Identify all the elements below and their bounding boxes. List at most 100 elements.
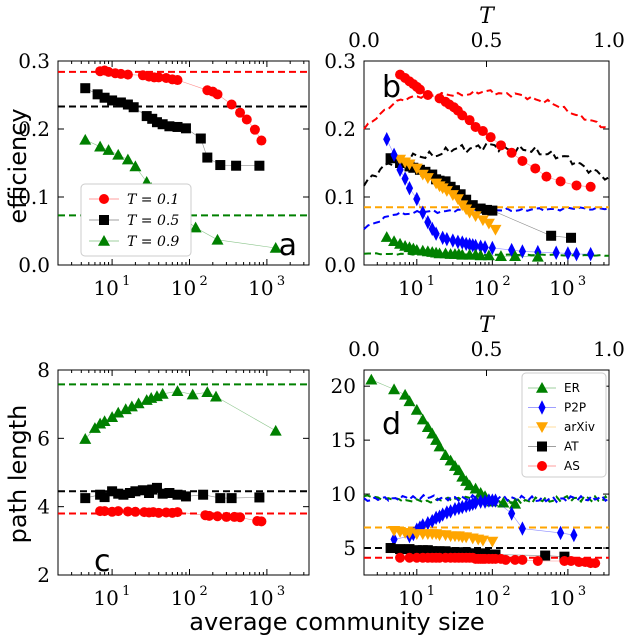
panel-b-point-P2P [432, 226, 440, 241]
panel-b-point-AS [530, 163, 541, 174]
panel-c-point-ER [112, 406, 125, 418]
panel-b-point-P2P [477, 239, 485, 254]
panel-d-point-P2P [518, 521, 527, 536]
panel-a-point-T05 [215, 160, 226, 171]
panel-c-point-AS [113, 506, 124, 517]
panel-c-tag: c [94, 544, 111, 579]
panel-c-xtick-exponent: 1 [122, 584, 130, 599]
panel-a-xtick-exponent: 2 [199, 274, 207, 289]
panel-b-point-ER [474, 249, 487, 261]
panel-c-xtick-label: 10 [248, 586, 273, 610]
panel-b-ytick-label: 0.0 [324, 253, 356, 277]
panel-b-point-arXiv [476, 215, 489, 227]
panel-d-point-P2P [390, 532, 398, 547]
panel-b-ytick-label: 0.3 [324, 49, 356, 73]
legend-d-label: arXiv [564, 420, 595, 434]
panel-b-point-P2P [572, 246, 581, 262]
panel-d-point-P2P [556, 525, 565, 541]
panel-c-point-ER [106, 411, 119, 422]
panel-b-point-AT [482, 204, 493, 215]
panel-b-point-P2P [454, 234, 462, 250]
panel-c-point-AT [180, 491, 191, 502]
panel-d-point-AS [395, 552, 406, 563]
panel-a-point-T09 [189, 221, 202, 233]
panel-a-point-T05 [254, 160, 265, 171]
panel-d-point-arXiv [476, 535, 489, 547]
panel-c-point-ER [132, 397, 145, 409]
panel-a-point-T01 [249, 124, 260, 135]
panel-c-point-AT [215, 493, 226, 504]
panel-a-point-T01 [153, 72, 164, 83]
panel-d-point-P2P [471, 495, 480, 510]
panel-b-xtick-exponent: 2 [502, 274, 510, 289]
panel-d-point-AT [434, 546, 445, 557]
panel-d-point-AT [385, 543, 396, 554]
panel-c-point-AT [226, 493, 237, 504]
panel-a-point-T09 [94, 140, 107, 152]
panel-a-point-T01 [212, 89, 223, 100]
panel-a-tag: a [279, 228, 297, 263]
panel-a-point-T05 [115, 97, 126, 108]
panel-d-point-P2P [466, 497, 474, 513]
panel-d-point-P2P [424, 516, 432, 531]
panel-c-point-ER [201, 386, 214, 398]
panel-d-point-AT [411, 545, 422, 556]
panel-b-point-ER [494, 250, 507, 261]
panel-c-point-AT [130, 486, 141, 497]
panel-c-ytick-label: 6 [37, 426, 50, 450]
panel-b-point-P2P [449, 233, 457, 248]
panel-d-point-ER [421, 421, 434, 432]
legend-d-marker [537, 441, 547, 452]
panel-b-point-arXiv [416, 169, 429, 181]
panel-b-point-AT [475, 203, 486, 214]
panel-a-point-T01 [235, 107, 246, 118]
panel-a-point-T09 [211, 233, 224, 245]
panel-c-point-ER [186, 388, 199, 400]
panel-c-point-AT [107, 486, 118, 497]
panel-d-point-AS [404, 552, 415, 563]
panel-a-point-T09 [102, 144, 115, 155]
panel-b-point-arXiv [410, 163, 423, 175]
legend-d-marker [537, 461, 547, 471]
panel-d-point-ER [416, 413, 429, 425]
panel-a-point-T09 [129, 160, 142, 172]
panel-d-point-arXiv [486, 536, 499, 548]
panel-b-point-ER [380, 231, 393, 242]
panel-c-point-AS [153, 507, 164, 518]
panel-b-point-arXiv [463, 207, 476, 219]
panel-b-point-arXiv [421, 173, 434, 184]
panel-b-point-P2P [518, 244, 527, 259]
panel-d-point-P2P [508, 506, 516, 521]
panel-b-xtick-exponent: 1 [427, 274, 435, 289]
panel-b-point-P2P [396, 162, 404, 177]
panel-c-point-ER [119, 403, 132, 415]
panel-d-xtick-label: 10 [549, 586, 574, 610]
panel-d-point-AT [404, 544, 415, 555]
panel-a-xtick-exponent: 3 [277, 274, 285, 289]
panel-b-point-arXiv [482, 218, 495, 230]
panel-b-xtick-label: 10 [398, 276, 423, 300]
panel-a-xtick-label: 10 [93, 276, 118, 300]
x-label-community-size: average community size [189, 608, 484, 636]
panel-b-point-arXiv [394, 154, 407, 166]
panel-d-ytick-label: 5 [343, 536, 356, 560]
panel-d-point-AT [395, 544, 406, 555]
panel-c-point-AS [256, 516, 267, 527]
panel-b-top-tick-label: 0.0 [348, 28, 380, 52]
panel-a-point-T01 [122, 69, 133, 80]
panel-c-xtick-label: 10 [93, 586, 118, 610]
y-label-path-length: path length [4, 405, 32, 544]
panel-d-point-ER [365, 373, 378, 385]
panel-a-point-T09 [269, 242, 282, 253]
panel-b-point-arXiv [469, 211, 482, 223]
panel-b-xtick-label: 10 [474, 276, 499, 300]
panel-b-point-AS [495, 140, 506, 151]
panel-d-point-AT [470, 548, 481, 559]
panel-b-xtick-label: 10 [549, 276, 574, 300]
panel-b-point-arXiv [489, 224, 502, 236]
panel-a-point-T05 [128, 102, 139, 113]
panel-c-ytick-label: 8 [37, 358, 50, 382]
panel-b-point-AS [464, 115, 475, 126]
panel-b-top-tick-label: 1.0 [593, 28, 625, 52]
